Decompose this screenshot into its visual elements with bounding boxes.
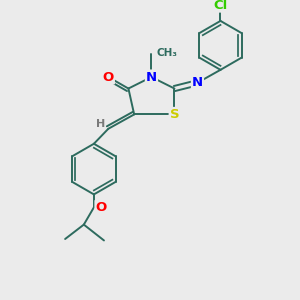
Text: Cl: Cl bbox=[213, 0, 228, 12]
Text: O: O bbox=[103, 70, 114, 83]
Text: S: S bbox=[169, 108, 179, 121]
Text: H: H bbox=[96, 118, 105, 129]
Text: CH₃: CH₃ bbox=[157, 48, 178, 58]
Text: O: O bbox=[95, 201, 107, 214]
Text: N: N bbox=[192, 76, 203, 89]
Text: N: N bbox=[146, 70, 157, 83]
